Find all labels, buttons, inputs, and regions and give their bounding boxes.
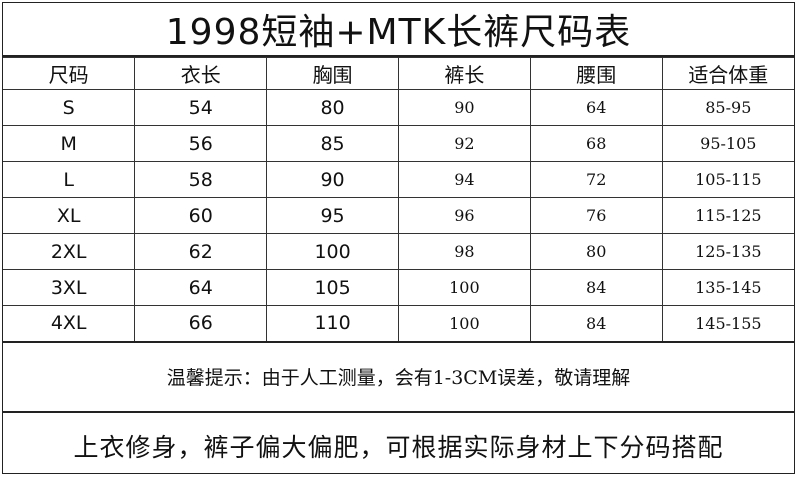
cell-top-length: 62 [134, 233, 268, 270]
cell-pants-length: 100 [397, 305, 531, 343]
cell-waist: 84 [529, 269, 663, 306]
cell-chest: 85 [266, 125, 399, 162]
cell-size: 4XL [3, 305, 136, 343]
measurement-notice: 温馨提示：由于人工测量，会有1-3CM误差，敬请理解 [3, 343, 794, 413]
fit-advice: 上衣修身，裤子偏大偏肥，可根据实际身材上下分码搭配 [73, 432, 724, 462]
cell-chest: 105 [266, 269, 399, 306]
cell-size: L [3, 161, 136, 198]
table-row: 4XL 66 110 100 84 145-155 [3, 305, 794, 343]
column-header-weight: 适合体重 [661, 57, 794, 90]
cell-chest: 80 [266, 89, 399, 126]
column-header-size: 尺码 [3, 57, 136, 90]
cell-weight: 95-105 [661, 125, 794, 162]
cell-weight: 135-145 [661, 269, 794, 306]
cell-top-length: 54 [134, 89, 268, 126]
cell-top-length: 56 [134, 125, 268, 162]
cell-waist: 72 [529, 161, 663, 198]
cell-chest: 90 [266, 161, 399, 198]
cell-top-length: 64 [134, 269, 268, 306]
cell-weight: 85-95 [661, 89, 794, 126]
cell-pants-length: 100 [397, 269, 531, 306]
cell-waist: 76 [529, 197, 663, 234]
cell-weight: 145-155 [661, 305, 794, 343]
table-row: XL 60 95 96 76 115-125 [3, 197, 794, 234]
cell-chest: 100 [266, 233, 399, 270]
column-header-waist: 腰围 [529, 57, 663, 90]
column-header-top-length: 衣长 [134, 57, 268, 90]
table-row: M 56 85 92 68 95-105 [3, 125, 794, 162]
cell-chest: 95 [266, 197, 399, 234]
cell-size: 3XL [3, 269, 136, 306]
chart-title: 1998短袖+MTK长裤尺码表 [3, 3, 794, 57]
cell-pants-length: 94 [397, 161, 531, 198]
cell-waist: 68 [529, 125, 663, 162]
column-header-chest: 胸围 [266, 57, 399, 90]
table-row: L 58 90 94 72 105-115 [3, 161, 794, 198]
cell-top-length: 58 [134, 161, 268, 198]
cell-top-length: 60 [134, 197, 268, 234]
column-header-pants-length: 裤长 [397, 57, 531, 90]
table-row: S 54 80 90 64 85-95 [3, 89, 794, 126]
cell-weight: 105-115 [661, 161, 794, 198]
cell-pants-length: 98 [397, 233, 531, 270]
cell-chest: 110 [266, 305, 399, 343]
header-row: 尺码 衣长 胸围 裤长 腰围 适合体重 [3, 57, 794, 90]
size-table: 尺码 衣长 胸围 裤长 腰围 适合体重 S 54 80 90 64 85-95 … [3, 57, 794, 343]
cell-waist: 80 [529, 233, 663, 270]
cell-waist: 64 [529, 89, 663, 126]
cell-size: 2XL [3, 233, 136, 270]
cell-weight: 125-135 [661, 233, 794, 270]
cell-pants-length: 92 [397, 125, 531, 162]
cell-pants-length: 96 [397, 197, 531, 234]
cell-size: S [3, 89, 136, 126]
cell-weight: 115-125 [661, 197, 794, 234]
cell-size: XL [3, 197, 136, 234]
cell-top-length: 66 [134, 305, 268, 343]
cell-pants-length: 90 [397, 89, 531, 126]
table-row: 3XL 64 105 100 84 135-145 [3, 269, 794, 306]
table-row: 2XL 62 100 98 80 125-135 [3, 233, 794, 270]
cell-waist: 84 [529, 305, 663, 343]
cell-size: M [3, 125, 136, 162]
